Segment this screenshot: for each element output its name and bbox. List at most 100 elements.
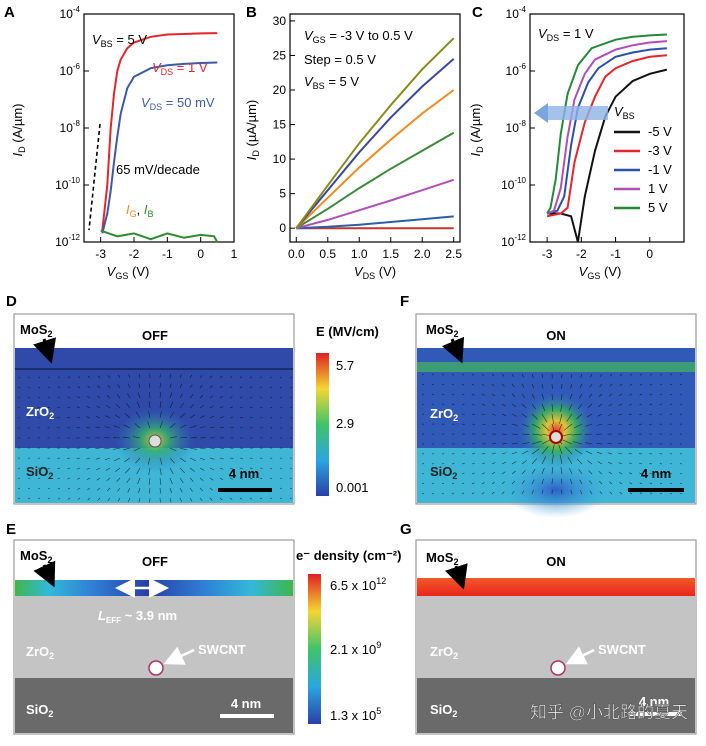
xtick-label-b-1: 0.5 bbox=[319, 247, 336, 261]
scale-label-e: 4 nm bbox=[231, 696, 261, 711]
title-g: ON bbox=[546, 554, 566, 569]
vbs-arrow-head bbox=[534, 103, 548, 123]
series-line-b-2 bbox=[296, 180, 453, 228]
xtick-label-b-0: 0.0 bbox=[288, 247, 305, 261]
colorbar-density-title: e⁻ density (cm⁻²) bbox=[296, 548, 401, 563]
title-f: ON bbox=[546, 328, 566, 343]
legend-c: -5 V-3 V-1 V1 V5 V bbox=[614, 124, 672, 215]
scale-bar-d bbox=[218, 488, 272, 492]
panel-letter-c: C bbox=[472, 4, 483, 21]
colorbar-efield-mid: 2.9 bbox=[336, 416, 354, 431]
ytick-label-c-4: 10-12 bbox=[501, 233, 526, 249]
subthreshold-slope-line bbox=[89, 124, 100, 230]
xtick-label-a-3: 0 bbox=[197, 247, 204, 261]
annot-vbs-b: VBS = 5 V bbox=[304, 74, 359, 91]
legend-label-c-3: 1 V bbox=[648, 181, 668, 196]
swcnt-g bbox=[551, 661, 565, 675]
ylabel-c: ID (A/µm) bbox=[468, 103, 485, 156]
colorbar-efield-max: 5.7 bbox=[336, 358, 354, 373]
scale-label-f: 4 nm bbox=[641, 466, 671, 481]
swcnt-f bbox=[550, 431, 562, 443]
ytick-label-a-1: 10-6 bbox=[60, 62, 81, 78]
annot-step-b: Step = 0.5 V bbox=[304, 52, 376, 67]
series-line-a-1 bbox=[102, 63, 217, 234]
ytick-label-b-6: 30 bbox=[273, 14, 287, 28]
title-d: OFF bbox=[142, 328, 168, 343]
depletion-region-f bbox=[504, 462, 608, 518]
swcnt-label-g: SWCNT bbox=[598, 642, 646, 657]
swcnt-label-e: SWCNT bbox=[198, 642, 246, 657]
swcnt-d bbox=[149, 435, 161, 447]
scale-bar-f bbox=[628, 488, 684, 492]
ytick-label-b-1: 5 bbox=[279, 187, 286, 201]
colorbar-efield-min: 0.001 bbox=[336, 480, 369, 495]
panel-d: D MoS2 OFF ZrO2 SiO2 4 nm bbox=[6, 293, 294, 504]
colorbar-density-gradient bbox=[308, 574, 321, 724]
ytick-label-a-3: 10-10 bbox=[55, 176, 80, 192]
panel-letter-b: B bbox=[246, 4, 257, 21]
xtick-label-c-3: 0 bbox=[646, 247, 653, 261]
ytick-label-a-0: 10-4 bbox=[60, 5, 81, 21]
xtick-label-a-4: 1 bbox=[231, 247, 238, 261]
panel-letter-f: F bbox=[400, 293, 409, 310]
annot-ss-a: 65 mV/decade bbox=[116, 162, 200, 177]
ytick-label-a-2: 10-8 bbox=[60, 119, 81, 135]
colorbar-efield-gradient bbox=[316, 353, 329, 496]
ytick-label-b-2: 10 bbox=[273, 152, 287, 166]
annot-ig-ib-a: IG, IB bbox=[126, 202, 154, 219]
annot-vds-c: VDS = 1 V bbox=[538, 26, 594, 43]
series-line-b-4 bbox=[296, 90, 453, 228]
colorbar-efield-title: E (MV/cm) bbox=[316, 324, 379, 339]
watermark: 知乎 @小北路的夏天 bbox=[530, 703, 688, 722]
colorbar-density-min: 1.3 x 105 bbox=[330, 706, 381, 723]
legend-label-c-4: 5 V bbox=[648, 200, 668, 215]
xtick-label-c-0: -3 bbox=[542, 247, 553, 261]
scale-label-d: 4 nm bbox=[229, 466, 259, 481]
xtick-label-b-5: 2.5 bbox=[445, 247, 462, 261]
annot-vgs-b: VGS = -3 V to 0.5 V bbox=[304, 28, 413, 45]
ytick-label-b-5: 25 bbox=[273, 48, 287, 62]
xtick-label-a-2: -1 bbox=[162, 247, 173, 261]
series-line-a-2 bbox=[101, 231, 218, 242]
panel-a: A 10-4 10-6 10-8 10-10 10-12 -3 -2 -1 0 1 VBS = 5… bbox=[4, 4, 238, 281]
annot-vbs-a: VBS = 5 V bbox=[92, 32, 147, 49]
panel-letter-e: E bbox=[6, 521, 16, 538]
panel-e: E MoS2 OFF LEFF ~ 3.9 nm ZrO2 SWCNT SiO2… bbox=[6, 521, 294, 734]
xtick-label-b-3: 1.5 bbox=[382, 247, 399, 261]
series-line-b-3 bbox=[296, 133, 453, 228]
colorbar-density-max: 6.5 x 1012 bbox=[330, 576, 386, 593]
annot-vds1-a: VDS = 1 V bbox=[152, 60, 208, 77]
colorbar-density-mid: 2.1 x 109 bbox=[330, 640, 381, 657]
ytick-label-c-1: 10-6 bbox=[506, 62, 527, 78]
ytick-label-c-3: 10-10 bbox=[501, 176, 526, 192]
mos2-layer-f bbox=[417, 362, 695, 372]
legend-title-c: VBS bbox=[614, 104, 635, 121]
xtick-label-c-2: -1 bbox=[610, 247, 621, 261]
mos2-layer-d bbox=[15, 368, 293, 370]
xtick-label-c-1: -2 bbox=[576, 247, 587, 261]
xlabel-b: VDS (V) bbox=[354, 264, 396, 281]
xlabel-a: VGS (V) bbox=[107, 264, 150, 281]
colorbar-efield: E (MV/cm) 5.7 2.9 0.001 bbox=[316, 324, 379, 496]
xtick-label-a-0: -3 bbox=[95, 247, 106, 261]
panel-letter-a: A bbox=[4, 4, 15, 21]
ytick-label-a-4: 10-12 bbox=[55, 233, 80, 249]
ytick-label-b-3: 15 bbox=[273, 118, 287, 132]
xtick-label-a-1: -2 bbox=[129, 247, 140, 261]
colorbar-density: e⁻ density (cm⁻²) 6.5 x 1012 2.1 x 109 1… bbox=[296, 548, 401, 724]
ytick-label-b-4: 20 bbox=[273, 83, 287, 97]
ylabel-a: ID (A/µm) bbox=[10, 103, 27, 156]
scale-bar-e bbox=[220, 714, 274, 718]
title-e: OFF bbox=[142, 554, 168, 569]
legend-label-c-0: -5 V bbox=[648, 124, 672, 139]
panel-f: F MoS2 ON ZrO2 SiO2 4 nm bbox=[400, 293, 696, 518]
panel-letter-g: G bbox=[400, 521, 412, 538]
plot-frame-b bbox=[290, 14, 460, 242]
xtick-label-b-2: 1.0 bbox=[351, 247, 368, 261]
legend-label-c-2: -1 V bbox=[648, 162, 672, 177]
ytick-label-c-2: 10-8 bbox=[506, 119, 527, 135]
swcnt-e bbox=[149, 661, 163, 675]
